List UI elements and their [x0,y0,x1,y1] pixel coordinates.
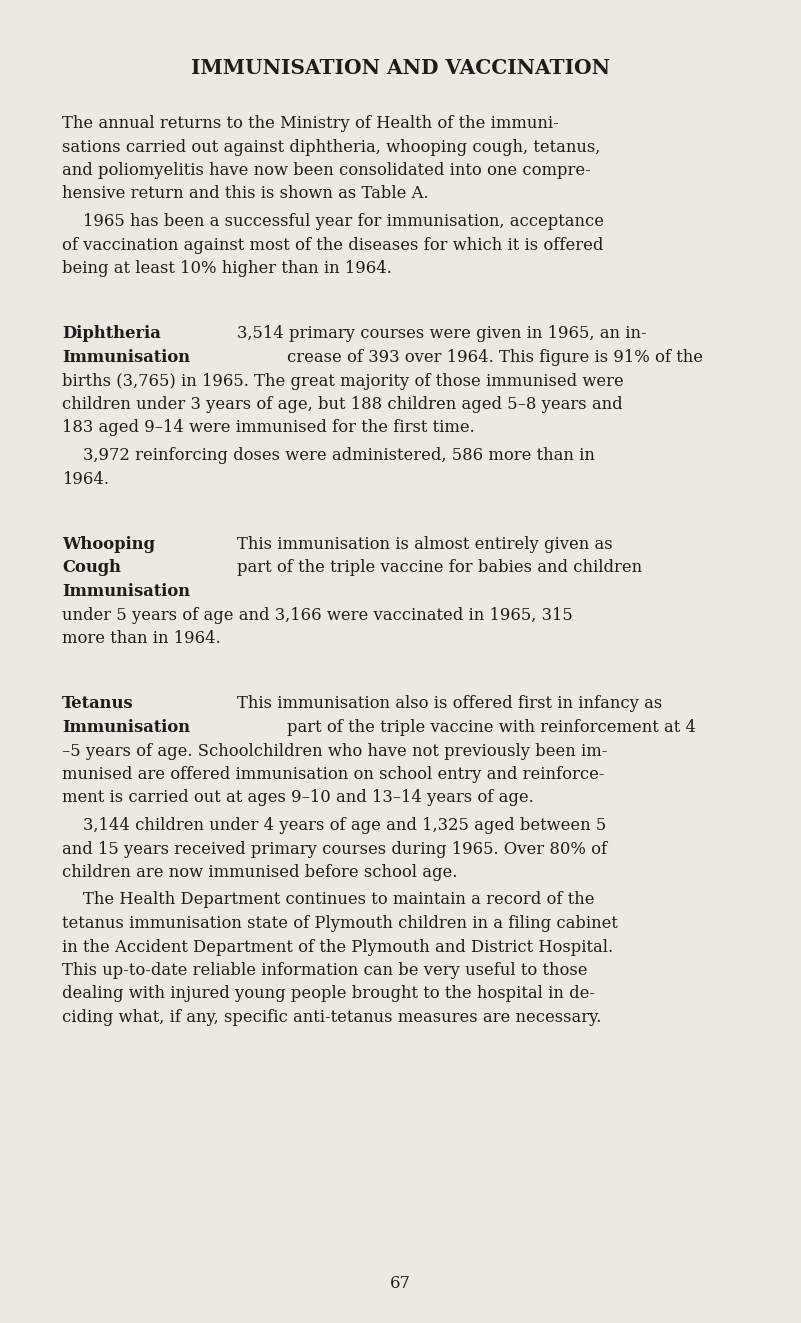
Text: 3,972 reinforcing doses were administered, 586 more than in: 3,972 reinforcing doses were administere… [62,447,595,464]
Text: part of the triple vaccine for babies and children: part of the triple vaccine for babies an… [237,560,642,577]
Text: 183 aged 9–14 were immunised for the first time.: 183 aged 9–14 were immunised for the fir… [62,419,475,437]
Text: The annual returns to the Ministry of Health of the immuni-: The annual returns to the Ministry of He… [62,115,559,132]
Text: This immunisation also is offered first in infancy as: This immunisation also is offered first … [237,696,662,713]
Text: more than in 1964.: more than in 1964. [62,630,221,647]
Text: dealing with injured young people brought to the hospital in de-: dealing with injured young people brough… [62,986,595,1003]
Text: 3,514 primary courses were given in 1965, an in-: 3,514 primary courses were given in 1965… [237,325,646,343]
Text: 1964.: 1964. [62,471,109,487]
Text: 67: 67 [390,1275,411,1293]
Text: This immunisation is almost entirely given as: This immunisation is almost entirely giv… [237,536,613,553]
Text: and poliomyelitis have now been consolidated into one compre-: and poliomyelitis have now been consolid… [62,161,591,179]
Text: of vaccination against most of the diseases for which it is offered: of vaccination against most of the disea… [62,237,603,254]
Text: ciding what, if any, specific anti-tetanus measures are necessary.: ciding what, if any, specific anti-tetan… [62,1009,602,1027]
Text: The Health Department continues to maintain a record of the: The Health Department continues to maint… [62,892,594,909]
Text: being at least 10% higher than in 1964.: being at least 10% higher than in 1964. [62,261,392,277]
Text: Tetanus: Tetanus [62,696,134,713]
Text: Whooping: Whooping [62,536,155,553]
Text: Immunisation: Immunisation [62,349,190,366]
Text: children under 3 years of age, but 188 children aged 5–8 years and: children under 3 years of age, but 188 c… [62,396,622,413]
Text: crease of 393 over 1964. This figure is 91% of the: crease of 393 over 1964. This figure is … [287,349,703,366]
Text: sations carried out against diphtheria, whooping cough, tetanus,: sations carried out against diphtheria, … [62,139,601,156]
Text: IMMUNISATION AND VACCINATION: IMMUNISATION AND VACCINATION [191,58,610,78]
Text: 3,144 children under 4 years of age and 1,325 aged between 5: 3,144 children under 4 years of age and … [62,818,606,833]
Text: births (3,765) in 1965. The great majority of those immunised were: births (3,765) in 1965. The great majori… [62,373,624,389]
Text: Immunisation: Immunisation [62,583,190,601]
Text: –5 years of age. Schoolchildren who have not previously been im-: –5 years of age. Schoolchildren who have… [62,742,607,759]
Text: This up-to-date reliable information can be very useful to those: This up-to-date reliable information can… [62,962,587,979]
Text: children are now immunised before school age.: children are now immunised before school… [62,864,457,881]
Text: and 15 years received primary courses during 1965. Over 80% of: and 15 years received primary courses du… [62,840,607,857]
Text: under 5 years of age and 3,166 were vaccinated in 1965, 315: under 5 years of age and 3,166 were vacc… [62,606,573,623]
Text: munised are offered immunisation on school entry and reinforce-: munised are offered immunisation on scho… [62,766,605,783]
Text: hensive return and this is shown as Table A.: hensive return and this is shown as Tabl… [62,185,429,202]
Text: tetanus immunisation state of Plymouth children in a filing cabinet: tetanus immunisation state of Plymouth c… [62,916,618,931]
Text: 1965 has been a successful year for immunisation, acceptance: 1965 has been a successful year for immu… [62,213,604,230]
Text: Cough: Cough [62,560,121,577]
Text: part of the triple vaccine with reinforcement at 4: part of the triple vaccine with reinforc… [287,718,696,736]
Text: Diphtheria: Diphtheria [62,325,161,343]
Text: in the Accident Department of the Plymouth and District Hospital.: in the Accident Department of the Plymou… [62,938,613,955]
Text: ment is carried out at ages 9–10 and 13–14 years of age.: ment is carried out at ages 9–10 and 13–… [62,790,533,807]
Text: Immunisation: Immunisation [62,718,190,736]
